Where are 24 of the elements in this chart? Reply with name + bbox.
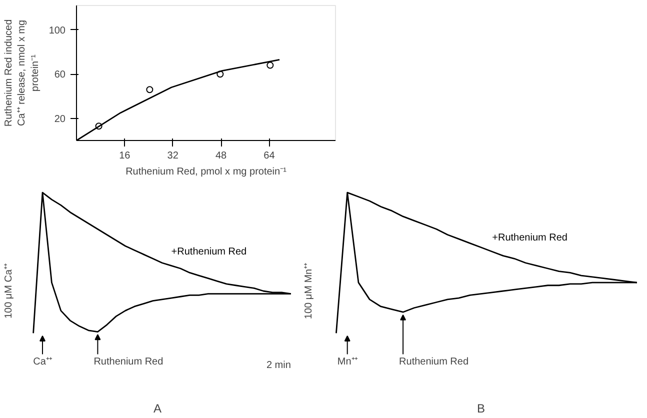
y-axis-title: 100 μM Ca⁺⁺: [4, 262, 14, 319]
point: [216, 70, 224, 78]
y-axis-title: 100 μM Mn⁺⁺: [304, 262, 314, 320]
point: [266, 62, 274, 69]
text: 2 min: [266, 360, 291, 372]
x-tick-label: 32: [167, 150, 179, 162]
x-axis-title: B: [477, 402, 486, 416]
series-label: +Ruthenium Red: [171, 246, 247, 258]
y-tick-label: 100: [48, 25, 66, 36]
x-tick-label: 64: [264, 150, 276, 162]
text: Ruthenium Red: [399, 356, 469, 368]
y-tick-label: 20: [54, 114, 66, 125]
series-label: +Ruthenium Red: [492, 232, 568, 244]
text: Ruthenium Red: [94, 356, 164, 368]
x-axis-title: A: [154, 402, 162, 416]
text: Ca⁺⁺: [33, 356, 53, 368]
x-tick-label: 16: [119, 150, 131, 162]
y-axis-title: Ruthenium Red induced Ca⁺⁺ release, nmol x mg protein⁻¹: [3, 19, 41, 127]
point: [95, 122, 102, 130]
x-axis-title: Ruthenium Red, pmol x mg protein⁻¹: [126, 166, 288, 178]
x-tick-label: 48: [215, 150, 228, 162]
text: Mn⁺⁺: [337, 356, 358, 368]
point: [146, 86, 154, 94]
y-tick-label: 60: [54, 70, 66, 81]
